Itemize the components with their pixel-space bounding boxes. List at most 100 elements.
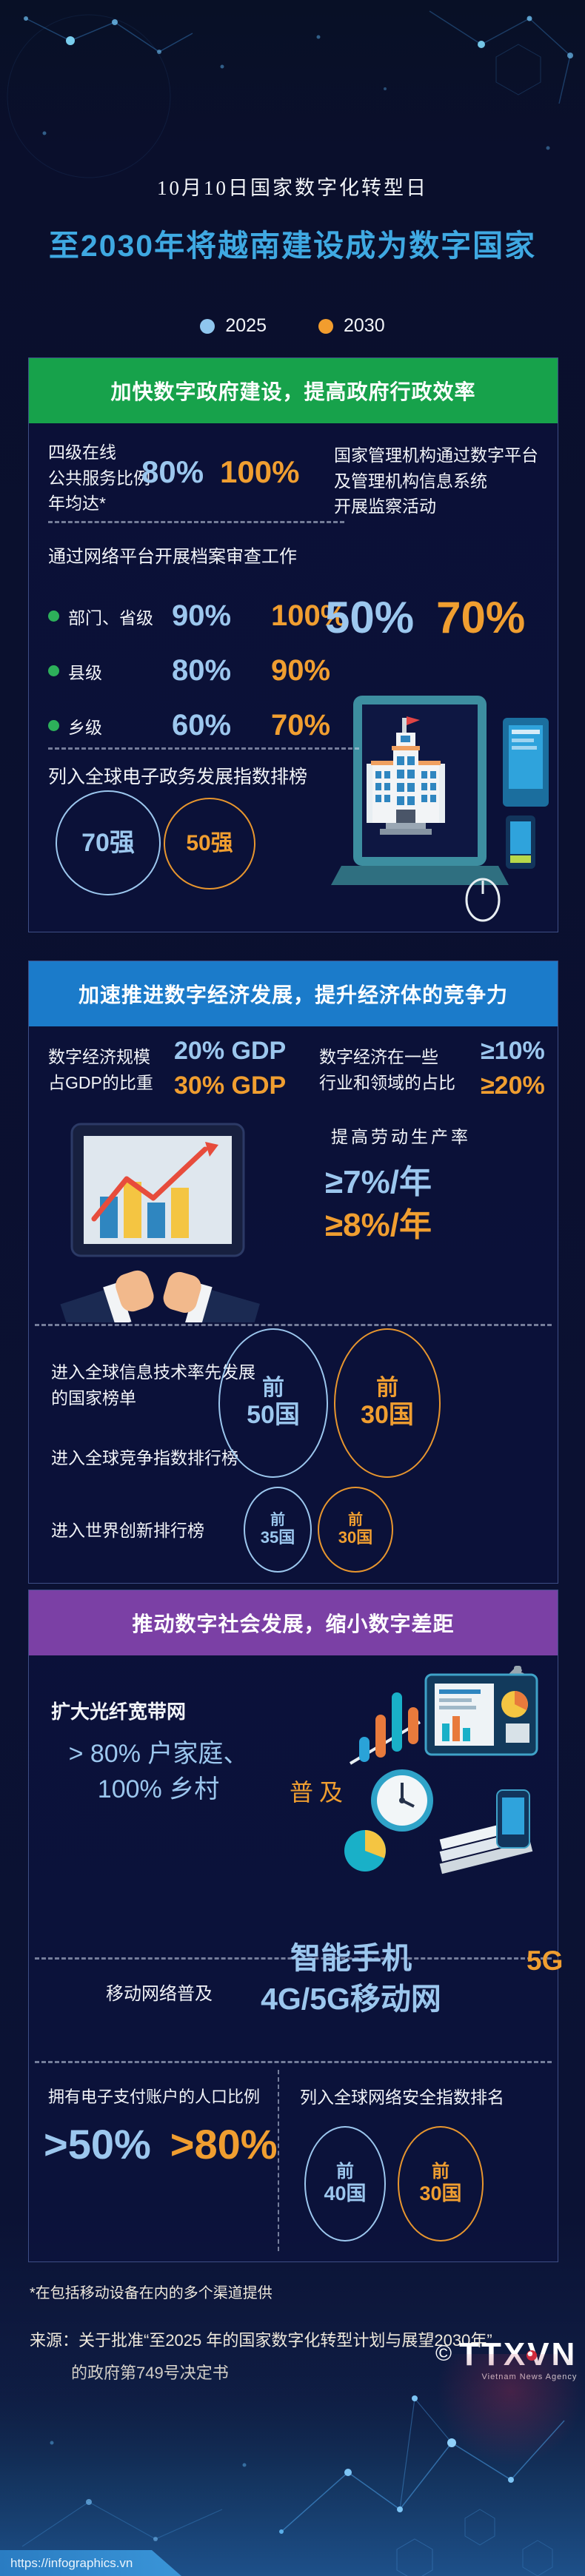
innovation-2030-value: 30国: [338, 1527, 373, 1547]
legend-dot-2030-icon: [318, 318, 333, 334]
website-url: https://infographics.vn: [10, 2555, 133, 2570]
supervision-values: 50% 70%: [325, 592, 525, 643]
innovation-2025-circle: 前 35国: [244, 1487, 312, 1573]
website-url-ribbon[interactable]: https://infographics.vn: [0, 2550, 181, 2576]
legend-item-2030: 2030: [318, 315, 385, 337]
section2-content: 数字经济规模 占GDP的比重 20% GDP 30% GDP 数字经济在一些 行…: [29, 1026, 558, 1583]
productivity-2025-value: ≥7%/年: [325, 1164, 432, 1200]
industry-2030-value: ≥20%: [481, 1072, 545, 1100]
security-2030-circle: 前 30国: [398, 2126, 484, 2242]
innovation-label: 进入世界创新排行榜: [51, 1521, 204, 1540]
right-hand: [163, 1271, 260, 1322]
record-2025-value: 90%: [172, 599, 232, 632]
section-digital-society: 推动数字社会发展，缩小数字差距 扩大光纤宽带网 > 80% 户家庭、 100% …: [28, 1590, 563, 2262]
top-network-decoration: [7, 10, 573, 178]
online-services-label: 四级在线 公共服务比例 年均达*: [48, 443, 150, 513]
digital-society-illustration: [344, 1666, 538, 1874]
mouse-icon: [465, 878, 501, 922]
epay-label: 拥有电子支付账户的人口比例: [48, 2088, 261, 2106]
monitor-icon: [503, 718, 549, 807]
epay-2030-value: >80%: [170, 2121, 278, 2168]
rank-2030-circle: 前 30国: [334, 1328, 441, 1478]
vertical-divider: [278, 2070, 279, 2251]
fiber-value: > 80% 户家庭、 100% 乡村: [68, 1740, 249, 1803]
record-2025-value: 60%: [172, 709, 232, 741]
clock-icon: [371, 1769, 433, 1832]
legend-item-2025: 2025: [200, 315, 267, 337]
security-2025-circle: 前 40国: [304, 2126, 386, 2242]
section1-banner: 加快数字政府建设，提高政府行政效率: [29, 358, 558, 423]
innovation-2030-prefix: 前: [348, 1511, 363, 1528]
bullet-icon: [48, 720, 59, 731]
record-row-province: 部门、省级 90% 100%: [48, 599, 361, 633]
security-2030-value: 30国: [419, 2182, 462, 2205]
egov-2030-value: 50强: [186, 831, 233, 855]
section1-content: 四级在线 公共服务比例 年均达* 80% 100% 国家管理机构通过数字平台 及…: [29, 423, 558, 932]
footnote: *在包括移动设备在内的多个渠道提供: [30, 2285, 273, 2301]
section-digital-economy: 加速推进数字经济发展，提升经济体的竞争力 数字经济规模 占GDP的比重 20% …: [28, 961, 558, 1584]
left-hand: [60, 1270, 154, 1322]
section3-banner: 推动数字社会发展，缩小数字差距: [29, 1590, 558, 1655]
bottom-network-decoration: [0, 2354, 585, 2576]
innovation-2025-value: 35国: [260, 1527, 295, 1547]
gdp-2025-value: 20% GDP: [174, 1037, 287, 1065]
industry-2025-value: ≥10%: [481, 1037, 545, 1065]
industry-share-label: 数字经济在一些 行业和领域的占比: [319, 1047, 455, 1092]
record-2030-value: 100%: [271, 599, 347, 632]
egov-2030-circle: 50强: [164, 798, 255, 890]
security-label: 列入全球网络安全指数排名: [300, 2088, 504, 2107]
tablet-chart-illustration: [60, 1123, 260, 1322]
divider: [35, 1957, 552, 1960]
rank-2030-prefix: 前: [376, 1376, 398, 1401]
record-row-district: 县级 80% 90%: [48, 654, 361, 687]
section-digital-government: 加快数字政府建设，提高政府行政效率 四级在线 公共服务比例 年均达* 80% 1…: [28, 357, 558, 932]
bullet-icon: [48, 611, 59, 622]
it-rank-label: 进入全球信息技术率先发展 的国家榜单: [51, 1362, 255, 1408]
record-2025-value: 80%: [172, 654, 232, 687]
gdp-share-values: 20% GDP 30% GDP: [174, 1037, 286, 1100]
innovation-2030-circle: 前 30国: [318, 1487, 393, 1573]
fiber-suffix: 普及: [290, 1779, 350, 1806]
divider: [48, 747, 359, 750]
government-building-illustration: [331, 696, 549, 922]
innovation-2025-prefix: 前: [270, 1511, 285, 1528]
record-2030-value: 70%: [271, 709, 331, 741]
smartphone-icon: [496, 1789, 530, 1849]
online-services-2030-value: 100%: [220, 454, 300, 489]
legend: 2025 2030: [0, 315, 585, 337]
egov-2025-circle: 70强: [56, 790, 161, 895]
gdp-share-label: 数字经济规模 占GDP的比重: [48, 1047, 153, 1092]
epay-2025-value: >50%: [44, 2121, 151, 2168]
legend-label-2025: 2025: [225, 315, 267, 336]
rank-2025-value: 50国: [247, 1401, 300, 1430]
legend-dot-2025-icon: [200, 318, 215, 334]
productivity-2030-value: ≥8%/年: [325, 1207, 432, 1243]
epay-values: >50% >80%: [44, 2120, 278, 2168]
egov-title: 列入全球电子政务发展指数排榜: [48, 767, 308, 787]
divider: [35, 1324, 552, 1326]
online-services-2025-value: 80%: [141, 454, 204, 489]
rank-2025-circle: 前 50国: [218, 1328, 328, 1478]
mobile-value: 智能手机 4G/5G移动网: [261, 1941, 441, 2017]
mobile-5g-value: 5G: [526, 1946, 564, 1976]
industry-share-values: ≥10% ≥20%: [481, 1037, 545, 1100]
egov-2025-value: 70强: [81, 828, 135, 857]
security-2025-value: 40国: [324, 2182, 367, 2205]
gdp-2030-value: 30% GDP: [174, 1072, 287, 1100]
bar-chart-icon: [349, 1692, 421, 1765]
section2-banner: 加速推进数字经济发展，提升经济体的竞争力: [29, 961, 558, 1026]
security-2025-prefix: 前: [336, 2161, 354, 2182]
date-title: 10月10日国家数字化转型日: [157, 177, 428, 199]
page-title: 至2030年将越南建设成为数字国家: [48, 229, 537, 263]
bullet-icon: [48, 665, 59, 676]
rank-2025-prefix: 前: [262, 1376, 284, 1401]
record-label: 部门、省级: [68, 608, 153, 628]
monitor-icon: [424, 1673, 538, 1756]
record-label: 县级: [68, 662, 102, 682]
supervision-2025-value: 50%: [325, 593, 415, 642]
competitiveness-label: 进入全球竞争指数排行榜: [51, 1448, 238, 1467]
legend-label-2030: 2030: [344, 315, 385, 336]
record-2030-value: 90%: [271, 654, 331, 687]
divider: [35, 2061, 552, 2063]
